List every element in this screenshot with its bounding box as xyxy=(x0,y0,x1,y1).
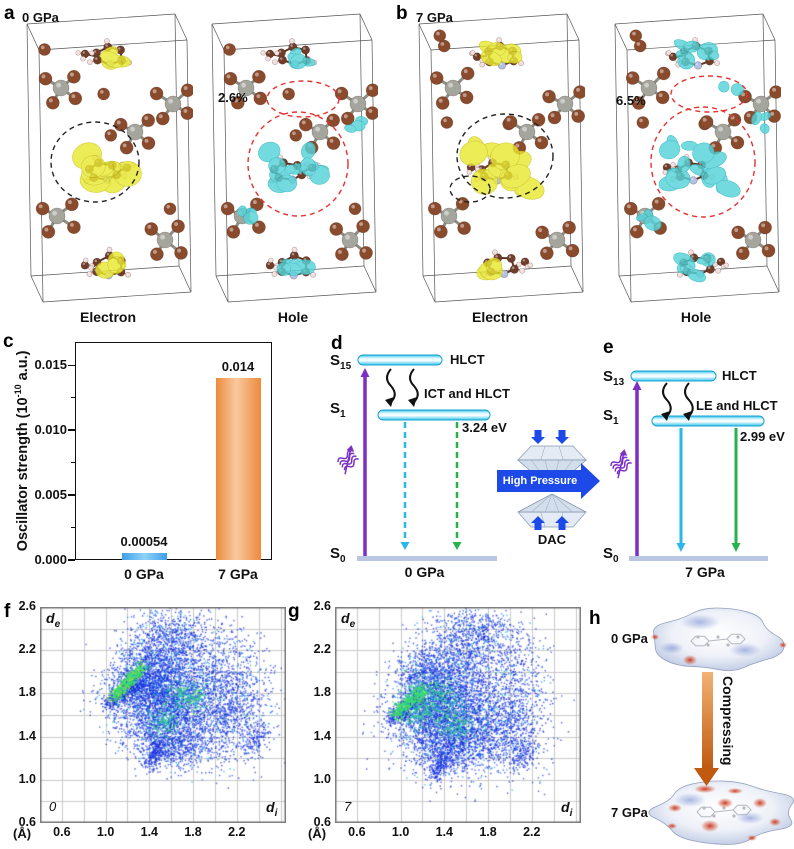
bar-0-gpa xyxy=(121,552,167,560)
x-tick-label: 0.6 xyxy=(53,825,71,839)
y-major-tick xyxy=(68,559,75,561)
bar-category-label: 7 GPa xyxy=(218,566,258,582)
pressure-7gpa-diagram: 7 GPa xyxy=(685,564,725,580)
state-s0-7gpa: S0 xyxy=(603,545,619,565)
hlct-label-7gpa: HLCT xyxy=(722,368,757,383)
hole-percent-7gpa: 6.5% xyxy=(616,93,646,108)
fingerprint-plot-7gpa xyxy=(335,607,581,823)
state-s0-0gpa: S0 xyxy=(330,545,346,565)
state-s1-7gpa: S1 xyxy=(603,407,619,427)
crystal-cell-electron-0gpa xyxy=(26,13,193,303)
angstrom-unit-f: (Å) xyxy=(13,826,32,841)
panel-h-label: h xyxy=(589,608,601,629)
y-minor-tick xyxy=(71,397,75,399)
caption-hole-7gpa: Hole xyxy=(680,309,712,325)
y-tick-label: 1.8 xyxy=(313,685,331,700)
bar-value-label: 0.00054 xyxy=(120,533,168,549)
high-pressure-arrow-label: High Pressure xyxy=(502,475,578,487)
bar-category-label: 0 GPa xyxy=(124,566,164,582)
crystal-cell-hole-0gpa xyxy=(211,13,378,303)
y-tick-label: 0.6 xyxy=(18,815,36,829)
y-tick-label: 2.2 xyxy=(18,642,36,657)
caption-electron-0gpa: Electron xyxy=(79,309,136,325)
x-tick-label: 1.8 xyxy=(184,825,202,839)
x-tick-label: 1.0 xyxy=(391,825,410,839)
surface-pressure-0gpa: 0 GPa xyxy=(611,631,648,646)
y-tick-label: 0.005 xyxy=(34,487,67,503)
fingerprint-corner-label-f: 0 xyxy=(49,799,57,814)
y-tick-label: 0.015 xyxy=(34,357,67,373)
bar-7-gpa xyxy=(215,378,261,560)
hlct-label-0gpa: HLCT xyxy=(450,352,485,367)
caption-electron-7gpa: Electron xyxy=(471,309,528,325)
hole-percent-0gpa: 2.6% xyxy=(218,90,248,105)
y-tick-label: 0.000 xyxy=(34,552,67,567)
y-major-tick xyxy=(68,494,75,496)
le-hlct-label: LE and HLCT xyxy=(696,398,778,413)
x-tick-label: 1.8 xyxy=(479,825,497,839)
crystal-cell-electron-7gpa xyxy=(418,13,585,303)
y-tick-label: 1.4 xyxy=(313,728,331,743)
panel-a-pressure: 0 GPa xyxy=(22,10,59,25)
y-tick-label: 1.4 xyxy=(18,728,36,743)
panel-d-label: d xyxy=(331,333,343,354)
dac-caption: DAC xyxy=(537,532,567,547)
panel-b-label: b xyxy=(396,3,408,24)
panel-e-label: e xyxy=(603,337,614,358)
pressure-0gpa-diagram: 0 GPa xyxy=(404,564,445,580)
x-tick-label: 0.6 xyxy=(348,825,366,839)
de-axis-label-f: de xyxy=(46,610,61,630)
compressing-arrow-label: Compressing xyxy=(720,676,736,766)
ict-hlct-label: ICT and HLCT xyxy=(424,386,510,401)
state-s1-0gpa: S1 xyxy=(330,400,346,420)
state-s13: S13 xyxy=(603,368,625,388)
fingerprint-plot-0gpa xyxy=(40,607,286,823)
de-axis-label-g: de xyxy=(341,610,356,630)
x-tick-label: 1.0 xyxy=(96,825,115,839)
y-tick-label: 2.6 xyxy=(313,599,331,613)
surface-pressure-7gpa: 7 GPa xyxy=(611,805,648,820)
di-axis-label-g: di xyxy=(561,799,573,819)
bar-chart-frame xyxy=(75,342,272,560)
x-tick-label: 2.2 xyxy=(228,825,246,839)
y-tick-label: 2.2 xyxy=(313,642,331,657)
energy-7gpa: 2.99 eV xyxy=(740,429,785,444)
panel-a-label: a xyxy=(4,3,15,24)
y-minor-tick xyxy=(71,527,75,529)
bar-value-label: 0.014 xyxy=(221,359,255,375)
panel-f-label: f xyxy=(4,601,11,622)
y-tick-label: 0.6 xyxy=(313,815,331,829)
angstrom-unit-g: (Å) xyxy=(308,826,327,841)
y-tick-label: 1.8 xyxy=(18,685,36,700)
y-tick-label: 0.010 xyxy=(34,422,67,438)
caption-hole-0gpa: Hole xyxy=(277,309,309,325)
y-tick-label: 1.0 xyxy=(18,771,36,786)
state-s15: S15 xyxy=(330,352,352,372)
panel-b-pressure: 7 GPa xyxy=(416,10,453,25)
x-tick-label: 1.4 xyxy=(140,825,159,839)
y-tick-label: 1.0 xyxy=(313,771,331,786)
x-tick-label: 1.4 xyxy=(435,825,454,839)
fingerprint-corner-label-g: 7 xyxy=(344,799,352,814)
y-major-tick xyxy=(68,364,75,367)
panel-c-label: c xyxy=(3,331,14,352)
crystal-cell-hole-7gpa xyxy=(614,13,781,303)
panel-g-label: g xyxy=(288,601,300,622)
energy-0gpa: 3.24 eV xyxy=(462,420,507,435)
y-major-tick xyxy=(68,429,75,431)
x-tick-label: 2.2 xyxy=(523,825,541,839)
di-axis-label-f: di xyxy=(266,799,278,819)
y-minor-tick xyxy=(71,462,75,464)
y-tick-label: 2.6 xyxy=(18,599,36,613)
